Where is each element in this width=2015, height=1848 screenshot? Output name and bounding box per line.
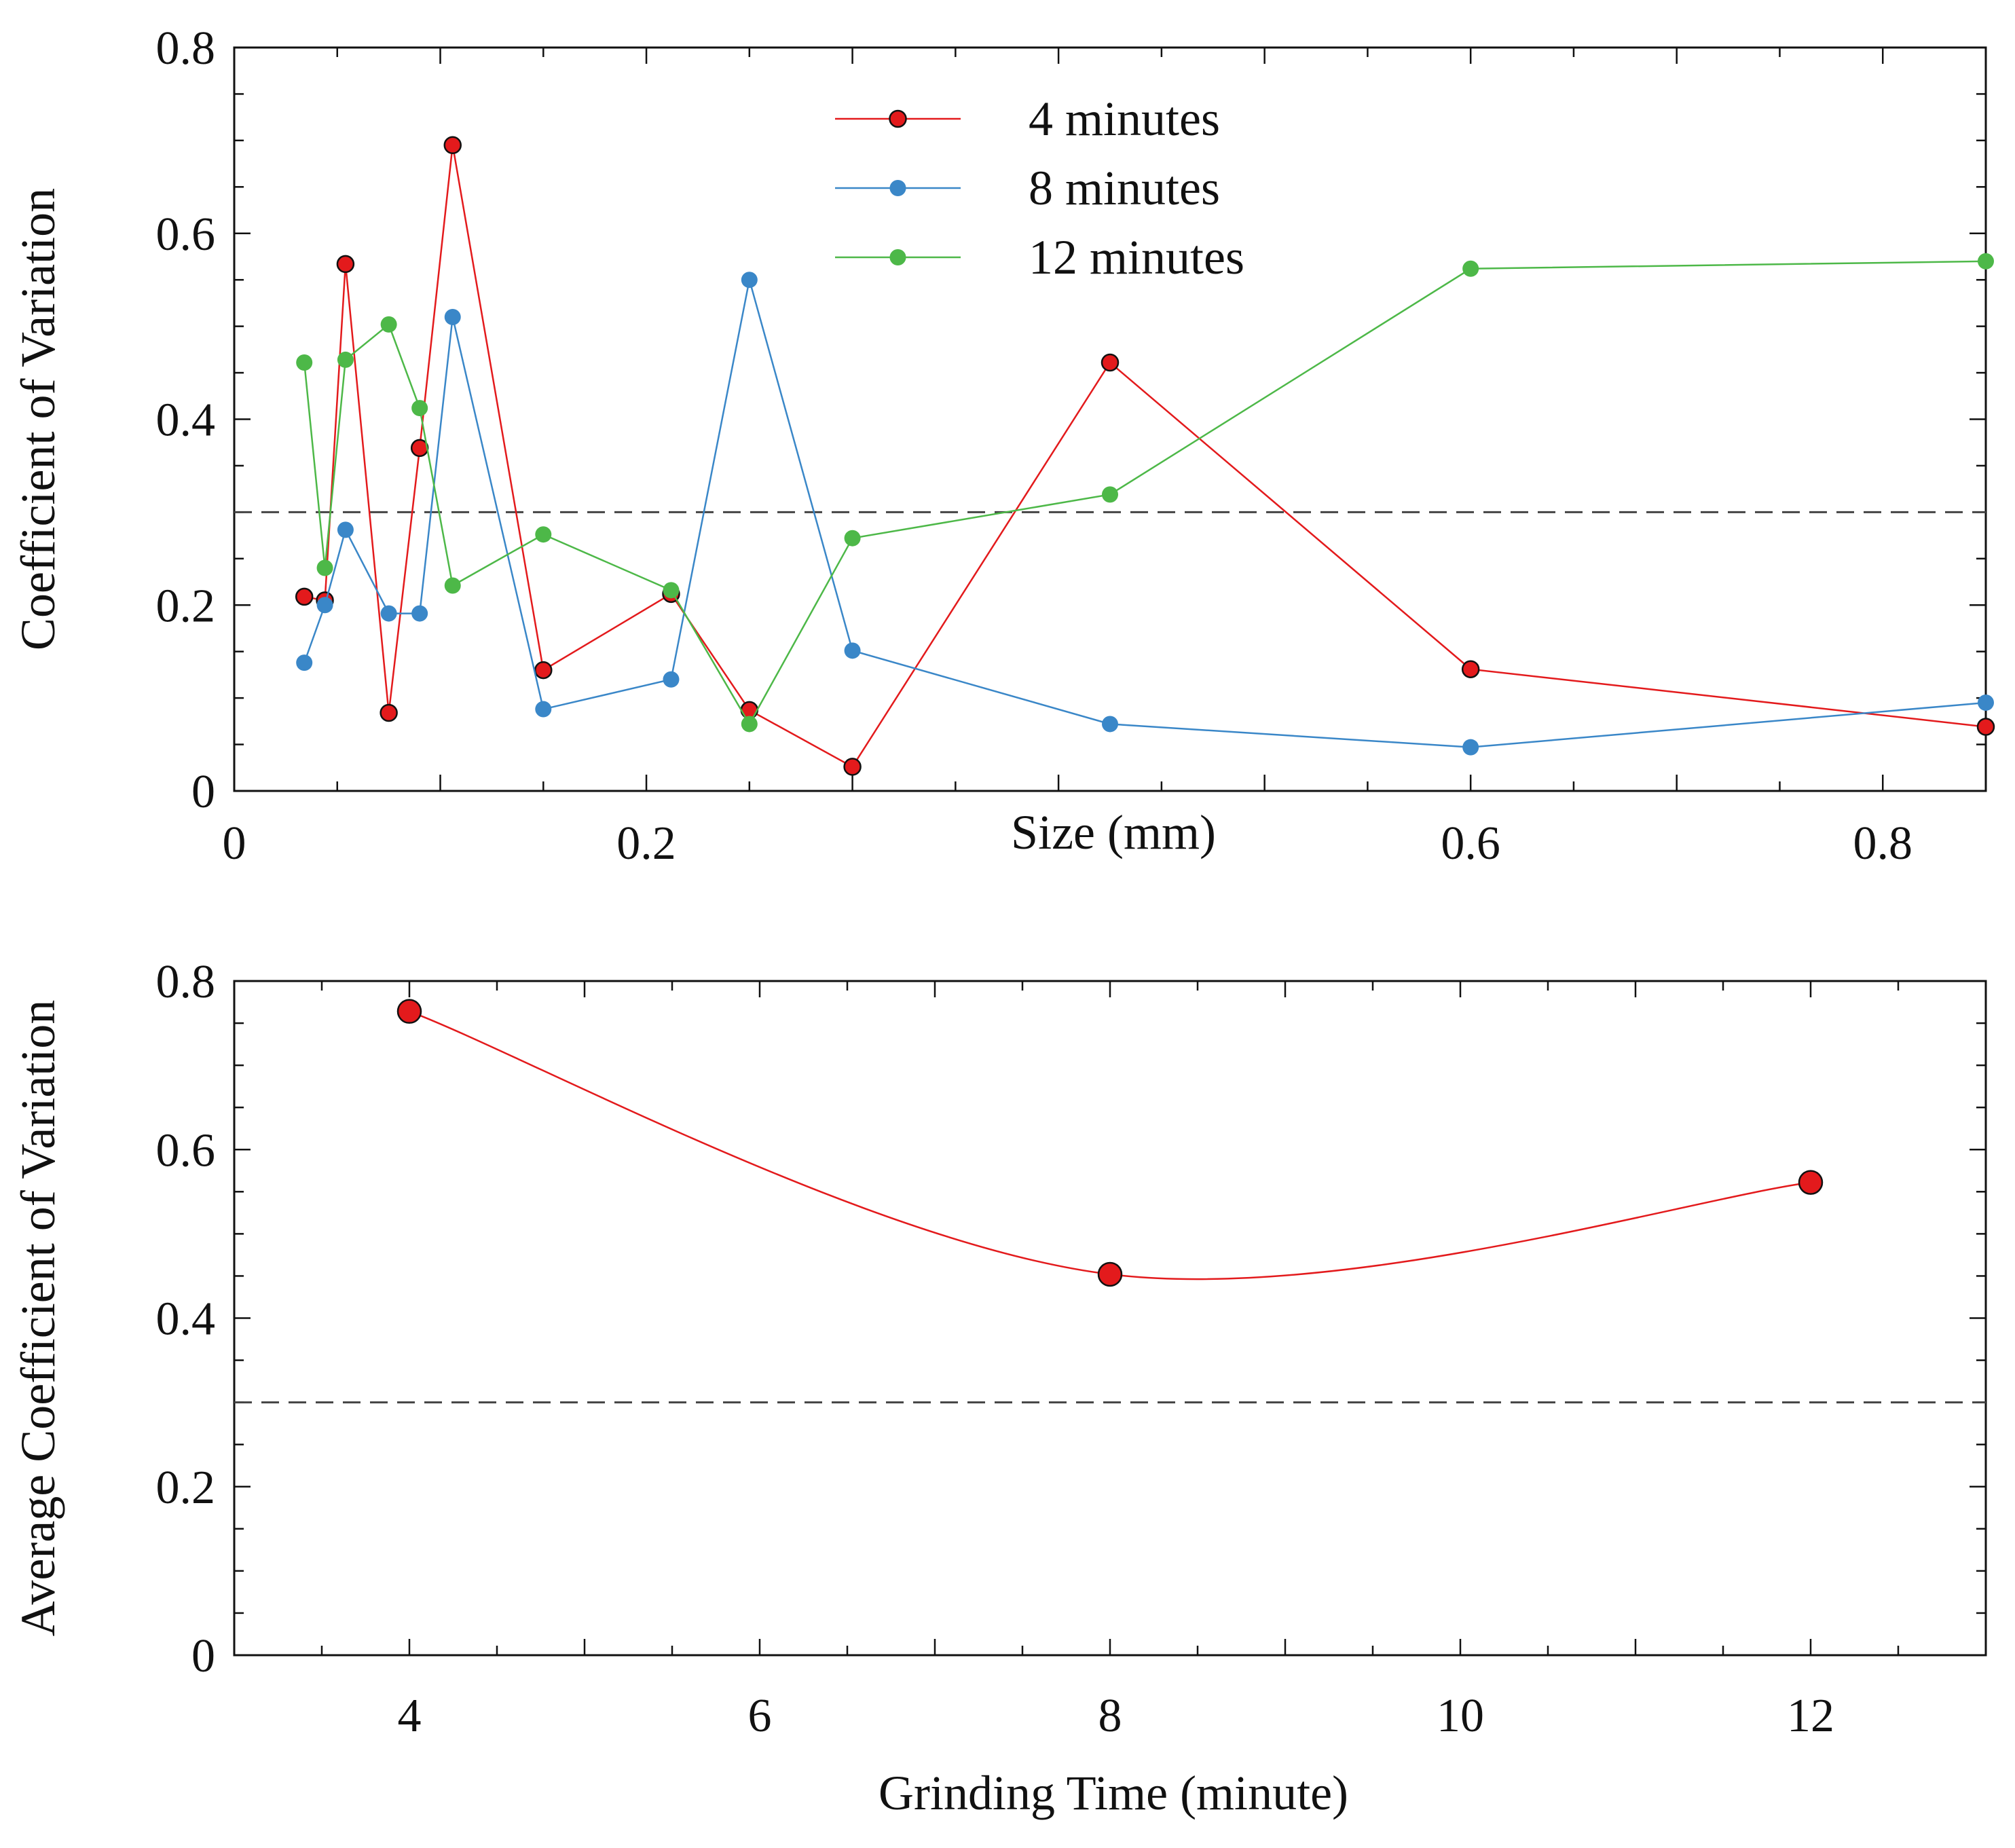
x-axis-label: Size (mm) <box>1011 805 1216 860</box>
x-tick-label: 10 <box>1437 1690 1484 1742</box>
data-point <box>1097 1261 1123 1287</box>
legend-swatch-marker <box>889 180 906 196</box>
data-point <box>380 703 398 722</box>
x-tick-label: 12 <box>1787 1690 1834 1742</box>
data-point <box>1976 718 1995 736</box>
y-tick-label: 0 <box>191 766 215 818</box>
y-tick-label: 0.8 <box>156 956 216 1008</box>
y-tick-label: 0.4 <box>156 394 216 447</box>
data-point <box>444 577 461 594</box>
data-point <box>411 605 428 622</box>
legend-label: 12 minutes <box>1029 230 1244 284</box>
series-12-minutes <box>296 253 1994 733</box>
data-point <box>444 308 461 325</box>
y-tick-label: 0.4 <box>156 1293 216 1346</box>
plot-frame <box>233 46 1987 792</box>
series-line <box>303 279 1986 748</box>
data-point <box>336 255 355 274</box>
data-point <box>1978 253 1994 270</box>
legend: 4 minutes 8 minutes 12 minutes <box>835 92 1244 284</box>
data-point <box>844 642 861 659</box>
legend-label: 4 minutes <box>1029 92 1220 146</box>
data-point <box>1462 739 1479 756</box>
x-tick-label: 0 <box>223 817 246 870</box>
y-tick-label: 0.2 <box>156 580 216 632</box>
data-point <box>741 716 758 733</box>
data-point <box>844 530 861 547</box>
x-tick-label: 8 <box>1098 1690 1122 1742</box>
x-tick-label: 6 <box>748 1690 772 1742</box>
y-tick-label: 0.6 <box>156 208 216 261</box>
data-point <box>535 701 552 718</box>
x-tick-label: 0.8 <box>1853 817 1912 870</box>
data-point <box>396 999 422 1024</box>
data-point <box>1461 660 1480 678</box>
data-point <box>741 272 758 289</box>
series-line <box>409 1010 1811 1280</box>
legend-swatch-marker <box>889 249 906 265</box>
data-point <box>1462 260 1479 277</box>
data-point <box>1978 694 1994 711</box>
plot-frame <box>233 980 1987 1657</box>
grinding-time-cv-chart: 4 6 8 10 12 0 0.2 0.4 0.6 0.8 Grinding Time (minut… <box>11 956 1987 1820</box>
data-point <box>380 605 397 622</box>
y-axis-label: Average Coefficient of Variation <box>11 1000 65 1637</box>
legend-swatch-marker <box>889 109 907 128</box>
x-axis-label: Grinding Time (minute) <box>879 1766 1348 1820</box>
data-point <box>296 354 313 371</box>
y-tick-label: 0.8 <box>156 22 216 75</box>
x-tick-label: 0.2 <box>616 817 676 870</box>
y-tick-label: 0 <box>191 1630 215 1682</box>
data-point <box>1798 1170 1824 1195</box>
data-point <box>337 521 354 538</box>
series-8-minutes <box>296 272 1994 756</box>
data-point <box>316 559 333 576</box>
x-tick-label: 0.6 <box>1441 817 1500 870</box>
x-tick-label: 4 <box>398 1690 422 1742</box>
data-point <box>663 582 680 599</box>
data-point <box>380 316 397 333</box>
data-point <box>1101 353 1120 372</box>
data-point <box>1102 716 1118 733</box>
data-point <box>443 136 462 154</box>
series-line <box>303 260 1986 726</box>
legend-label: 8 minutes <box>1029 161 1220 215</box>
data-point <box>337 351 354 368</box>
data-point <box>1102 486 1118 503</box>
data-point <box>316 597 333 614</box>
data-point <box>534 661 553 680</box>
data-point <box>295 587 314 606</box>
y-tick-label: 0.6 <box>156 1124 216 1177</box>
data-point <box>843 758 862 776</box>
data-point <box>663 671 680 688</box>
data-point <box>296 654 313 671</box>
y-tick-label: 0.2 <box>156 1462 216 1514</box>
series-average <box>396 999 1824 1287</box>
y-axis-label: Coefficient of Variation <box>11 188 65 650</box>
data-point <box>411 400 428 417</box>
size-cv-chart: 0 0.2 0.6 0.8 0 0.2 0.4 0.6 0.8 Size (mm) Coeffici… <box>11 22 1995 870</box>
data-point <box>535 526 552 543</box>
